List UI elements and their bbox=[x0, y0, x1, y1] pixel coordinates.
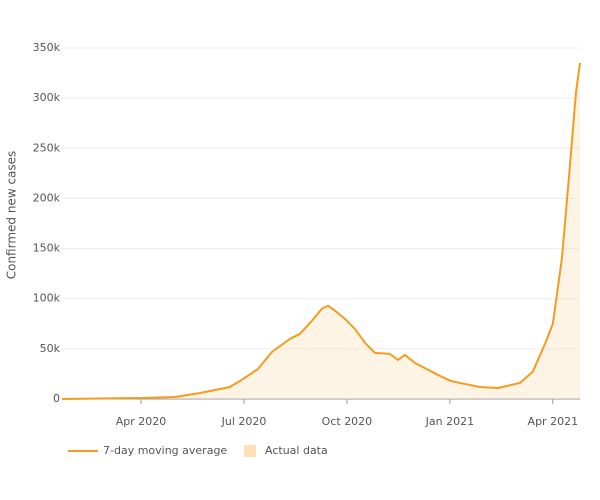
y-tick-label: 250k bbox=[33, 141, 61, 154]
y-tick-label: 50k bbox=[40, 342, 61, 355]
y-tick-label: 300k bbox=[33, 91, 61, 104]
x-tick-label: Oct 2020 bbox=[322, 415, 373, 428]
y-axis-label: Confirmed new cases bbox=[5, 151, 19, 280]
x-tick-label: Jan 2021 bbox=[425, 415, 474, 428]
y-tick-label: 350k bbox=[33, 41, 61, 54]
x-tick-label: Apr 2020 bbox=[116, 415, 167, 428]
legend-swatch bbox=[244, 445, 256, 457]
x-tick-label: Apr 2021 bbox=[528, 415, 579, 428]
y-tick-label: 150k bbox=[33, 242, 61, 255]
legend-label: 7-day moving average bbox=[103, 444, 227, 457]
x-tick-label: Jul 2020 bbox=[221, 415, 267, 428]
actual-data-area bbox=[62, 63, 580, 400]
legend-label: Actual data bbox=[265, 444, 328, 457]
y-tick-label: 100k bbox=[33, 292, 61, 305]
y-tick-label: 200k bbox=[33, 191, 61, 204]
moving-average-line bbox=[61, 62, 581, 400]
y-tick-label: 0 bbox=[53, 392, 60, 405]
